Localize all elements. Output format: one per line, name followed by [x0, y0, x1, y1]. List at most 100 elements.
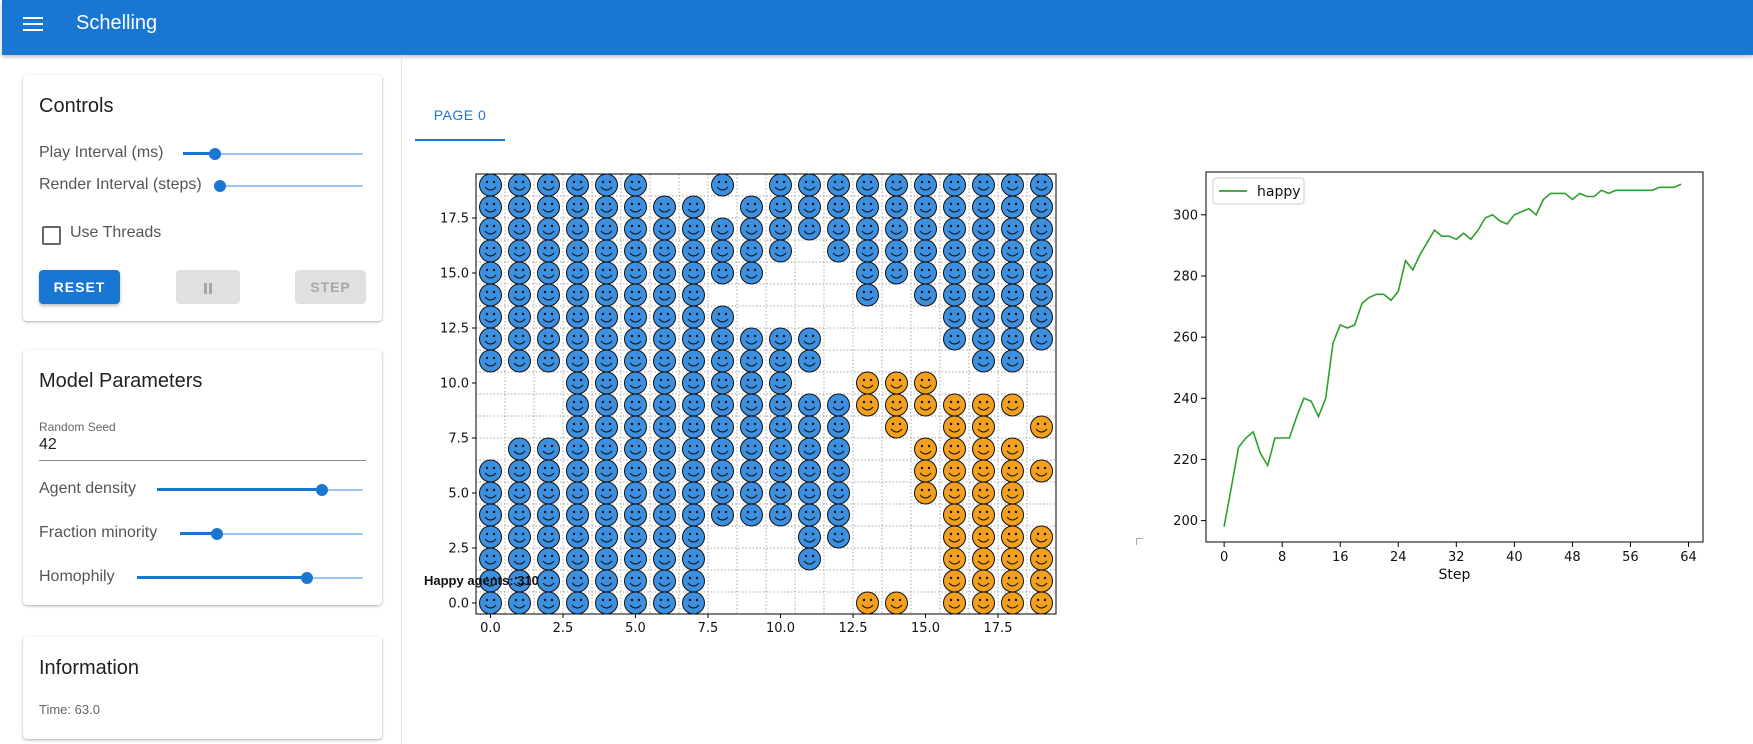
agent-majority: [769, 393, 792, 417]
agent-face: [827, 415, 850, 439]
agent-face: [479, 459, 502, 483]
agent-minority: [972, 591, 995, 615]
agent-majority: [566, 305, 589, 329]
agent-eye: [978, 576, 982, 580]
agent-majority: [653, 459, 676, 483]
agent-smile: [687, 296, 700, 301]
homophily-slider-thumb[interactable]: [300, 572, 313, 584]
agent-eye: [637, 510, 641, 514]
agent-majority: [624, 195, 647, 219]
agent-eye: [630, 554, 634, 558]
agent-majority: [914, 261, 937, 285]
agent-smile: [890, 252, 903, 257]
fraction-minority-slider[interactable]: [180, 524, 363, 544]
homophily-slider[interactable]: [137, 568, 363, 588]
agent-eye: [514, 202, 518, 206]
use-threads-checkbox[interactable]: [42, 226, 61, 245]
agent-eye: [637, 466, 641, 470]
agent-eye: [572, 554, 576, 558]
agent-face: [624, 195, 647, 219]
agent-eye: [840, 532, 844, 536]
agent-majority: [769, 349, 792, 373]
agent-smile: [658, 604, 671, 609]
agent-eye: [572, 378, 576, 382]
agent-majority: [972, 349, 995, 373]
agent-eye: [1014, 246, 1018, 250]
agent-eye: [833, 466, 837, 470]
agent-smile: [977, 516, 990, 521]
agent-smile: [571, 186, 584, 191]
agent-minority: [885, 415, 908, 439]
agent-majority: [537, 217, 560, 241]
agent-smile: [571, 274, 584, 279]
agent-majority: [711, 349, 734, 373]
step-button[interactable]: STEP: [295, 270, 366, 304]
agent-eye: [746, 246, 750, 250]
agent-eye: [1007, 466, 1011, 470]
pause-button[interactable]: [176, 270, 240, 304]
agent-eye: [543, 532, 547, 536]
agent-eye: [811, 334, 815, 338]
agent-eye: [833, 532, 837, 536]
agent-majority: [798, 415, 821, 439]
agent-face: [943, 239, 966, 263]
render-interval-slider[interactable]: [214, 176, 363, 196]
chart-frame: [1205, 171, 1704, 543]
agent-eye: [572, 576, 576, 580]
agent-eye: [833, 444, 837, 448]
agent-eye: [666, 334, 670, 338]
agent-eye: [550, 268, 554, 272]
agent-eye: [949, 422, 953, 426]
agent-face: [711, 415, 734, 439]
agent-eye: [695, 290, 699, 294]
agent-majority: [972, 173, 995, 197]
agent-eye: [949, 510, 953, 514]
agent-eye: [949, 290, 953, 294]
reset-button[interactable]: RESET: [39, 270, 120, 304]
agent-eye: [659, 268, 663, 272]
agent-eye: [550, 246, 554, 250]
agent-smile: [629, 516, 642, 521]
fraction-minority-slider-thumb[interactable]: [210, 528, 223, 540]
agent-density-slider[interactable]: [157, 480, 363, 500]
agent-majority: [479, 283, 502, 307]
agent-eye: [659, 444, 663, 448]
resize-handle[interactable]: [1136, 538, 1143, 545]
agent-eye: [804, 180, 808, 184]
agent-face: [1001, 525, 1024, 549]
agent-face: [827, 173, 850, 197]
y-tick-label: 300: [1173, 208, 1198, 223]
random-seed-input[interactable]: [39, 434, 366, 461]
agent-eye: [579, 466, 583, 470]
agent-eye: [985, 488, 989, 492]
agent-smile: [1035, 604, 1048, 609]
agent-eye: [1007, 554, 1011, 558]
agent-face: [827, 239, 850, 263]
agent-eye: [840, 180, 844, 184]
agent-face: [508, 503, 531, 527]
agent-density-slider-thumb[interactable]: [315, 484, 328, 496]
render-interval-slider-thumb[interactable]: [214, 180, 226, 192]
agent-eye: [1014, 554, 1018, 558]
agent-eye: [898, 224, 902, 228]
play-interval-slider[interactable]: [183, 144, 363, 164]
menu-icon[interactable]: [20, 11, 46, 37]
agent-majority: [566, 569, 589, 593]
agent-eye: [1043, 224, 1047, 228]
agent-face: [566, 393, 589, 417]
agent-face: [769, 459, 792, 483]
play-interval-slider-thumb[interactable]: [209, 148, 222, 160]
agent-face: [856, 195, 879, 219]
agent-eye: [485, 224, 489, 228]
agent-eye: [927, 246, 931, 250]
agent-face: [798, 217, 821, 241]
agent-smile: [542, 494, 555, 499]
agent-eye: [898, 378, 902, 382]
agent-face: [769, 217, 792, 241]
agent-smile: [977, 340, 990, 345]
agent-smile: [919, 186, 932, 191]
tab-page-0[interactable]: PAGE 0: [415, 91, 505, 141]
agent-eye: [659, 598, 663, 602]
y-tick-label: 280: [1173, 269, 1198, 284]
agent-face: [972, 261, 995, 285]
